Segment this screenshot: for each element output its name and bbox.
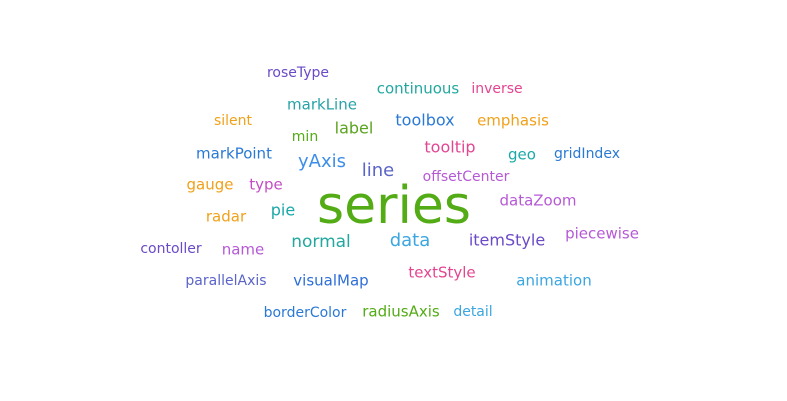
- word-textStyle: textStyle: [408, 264, 475, 282]
- word-series: series: [317, 176, 471, 236]
- word-contoller: contoller: [140, 241, 202, 257]
- word-type: type: [249, 176, 283, 194]
- word-geo: geo: [508, 146, 536, 164]
- word-detail: detail: [453, 304, 492, 320]
- word-visualMap: visualMap: [293, 272, 368, 290]
- word-gridIndex: gridIndex: [554, 146, 620, 162]
- word-piecewise: piecewise: [565, 225, 639, 243]
- word-min: min: [292, 129, 318, 145]
- word-continuous: continuous: [377, 80, 460, 98]
- word-parallelAxis: parallelAxis: [185, 273, 266, 289]
- word-itemStyle: itemStyle: [469, 231, 545, 250]
- word-yAxis: yAxis: [298, 151, 346, 172]
- word-gauge: gauge: [187, 176, 234, 194]
- word-inverse: inverse: [471, 81, 522, 97]
- word-borderColor: borderColor: [264, 305, 347, 321]
- word-radar: radar: [206, 208, 247, 226]
- word-radiusAxis: radiusAxis: [362, 303, 440, 321]
- word-tooltip: tooltip: [424, 138, 475, 157]
- word-dataZoom: dataZoom: [499, 192, 576, 210]
- word-animation: animation: [516, 272, 591, 290]
- word-silent: silent: [214, 113, 253, 129]
- word-line: line: [362, 160, 394, 181]
- word-normal: normal: [291, 232, 351, 252]
- word-offsetCenter: offsetCenter: [423, 169, 510, 185]
- word-name: name: [222, 241, 265, 259]
- word-label: label: [335, 119, 374, 138]
- word-data: data: [390, 230, 431, 251]
- word-toolbox: toolbox: [395, 111, 454, 130]
- word-markLine: markLine: [287, 96, 357, 114]
- word-emphasis: emphasis: [477, 112, 549, 130]
- word-roseType: roseType: [267, 65, 329, 81]
- word-pie: pie: [271, 201, 295, 220]
- word-markPoint: markPoint: [196, 145, 272, 163]
